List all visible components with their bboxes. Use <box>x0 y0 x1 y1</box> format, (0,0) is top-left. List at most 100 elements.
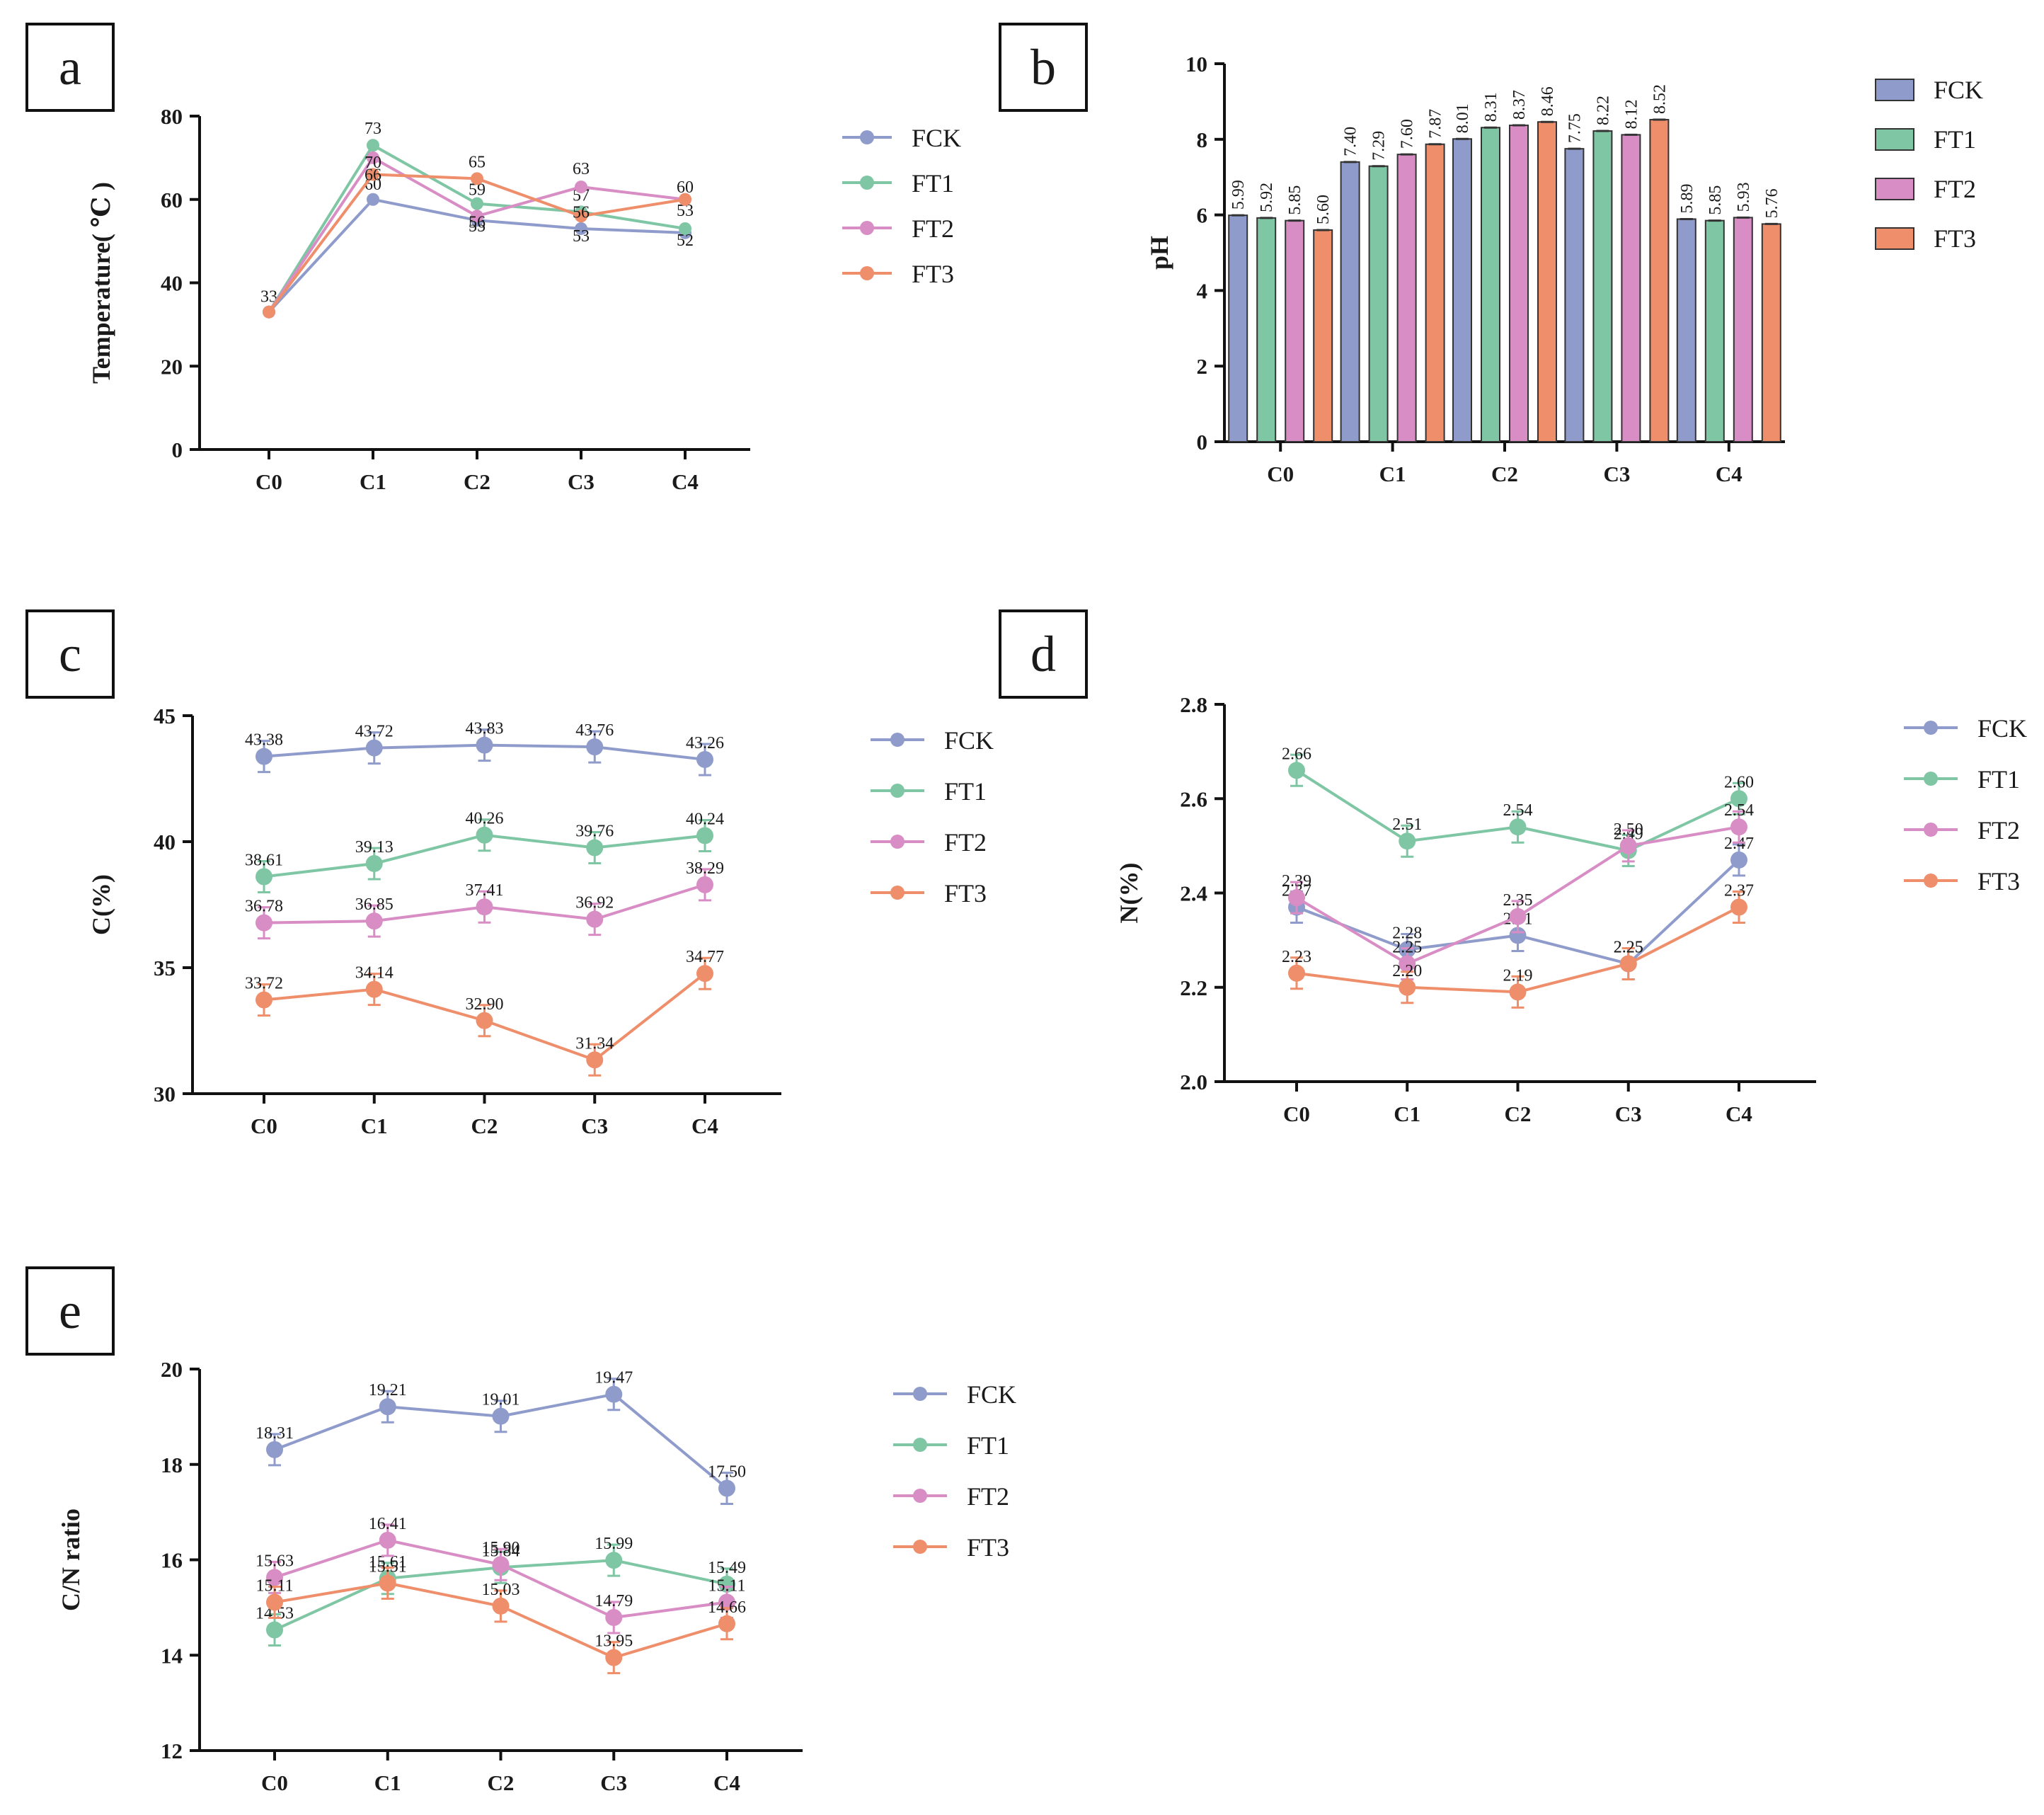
y-tick-label: 60 <box>161 188 183 212</box>
data-label: 19.47 <box>595 1369 633 1387</box>
data-point-ft1 <box>1509 818 1527 836</box>
data-label: 5.85 <box>1706 185 1725 215</box>
bar-ft1 <box>1481 127 1500 442</box>
data-point-ft1 <box>365 854 383 872</box>
x-tick-label: C4 <box>713 1770 740 1795</box>
data-label: 43.72 <box>355 723 394 741</box>
data-point-ft2 <box>605 1609 623 1627</box>
y-axis-label: C(%) <box>87 874 115 935</box>
data-label: 5.92 <box>1258 183 1276 212</box>
data-point-ft3 <box>256 991 272 1009</box>
x-tick-label: C1 <box>360 469 386 494</box>
bar-ft2 <box>1509 125 1529 443</box>
data-label: 36.78 <box>245 898 283 916</box>
y-tick-label: 20 <box>161 1357 183 1382</box>
bar-ft1 <box>1592 130 1613 442</box>
data-point-fck <box>476 736 493 754</box>
legend-label: FT2 <box>912 214 954 243</box>
data-point-ft3 <box>1730 898 1747 916</box>
data-point-ft1 <box>471 197 483 210</box>
x-tick-label: C4 <box>672 469 699 494</box>
data-label: 2.39 <box>1282 872 1311 891</box>
bar-fck <box>1452 138 1472 443</box>
x-tick-label: C0 <box>251 1113 277 1138</box>
data-label: 43.26 <box>686 734 724 752</box>
y-axis-label: pH <box>1145 236 1173 270</box>
bar-ft2 <box>1621 134 1641 442</box>
data-point-fck <box>365 739 383 757</box>
data-point-ft2 <box>1288 889 1305 907</box>
data-label: 8.31 <box>1482 92 1500 122</box>
bar-ft2 <box>1396 154 1417 442</box>
data-point-ft3 <box>379 1574 396 1592</box>
bar-ft1 <box>1368 165 1389 443</box>
data-point-ft3 <box>1509 983 1527 1001</box>
data-point-fck <box>367 193 379 206</box>
legend-marker <box>913 1438 927 1452</box>
x-tick-label: C2 <box>488 1770 515 1795</box>
data-label: 8.52 <box>1650 84 1669 114</box>
legend-label: FCK <box>912 124 961 152</box>
data-label: 36.92 <box>575 894 614 912</box>
data-label: 15.51 <box>369 1558 407 1576</box>
bar-fck <box>1676 218 1696 442</box>
data-point-ft2 <box>718 1593 735 1611</box>
data-point-ft3 <box>492 1597 510 1615</box>
data-label: 5.85 <box>1286 185 1304 215</box>
legend-label: FT3 <box>1977 867 2020 895</box>
data-label: 63 <box>573 160 590 178</box>
data-label: 5.89 <box>1678 183 1696 213</box>
data-label: 43.38 <box>245 731 283 750</box>
data-label: 15.11 <box>256 1576 293 1595</box>
legend-label: FT1 <box>1977 765 2020 794</box>
legend-marker <box>890 733 905 747</box>
data-point-ft2 <box>575 181 587 194</box>
legend-label: FT1 <box>967 1431 1009 1460</box>
panel-letter: e <box>59 1283 81 1339</box>
legend-label: FCK <box>1977 714 2027 743</box>
y-axis-label: C/N ratio <box>57 1508 85 1611</box>
y-tick-label: 2.4 <box>1180 881 1207 906</box>
data-point-ft2 <box>492 1556 510 1574</box>
y-axis-label: Temperature( ℃ ) <box>87 182 115 384</box>
panel-letter: d <box>1030 626 1056 682</box>
data-label: 56 <box>573 203 590 222</box>
data-label: 36.85 <box>355 895 394 914</box>
bar-fck <box>1564 148 1585 442</box>
data-label: 2.37 <box>1724 881 1754 900</box>
data-label: 39.76 <box>575 823 614 841</box>
bar-ft3 <box>1649 119 1670 442</box>
data-point-ft1 <box>679 222 691 235</box>
x-tick-label: C3 <box>1603 462 1630 486</box>
data-point-fck <box>696 750 713 768</box>
data-point-ft1 <box>605 1552 623 1569</box>
data-point-ft2 <box>379 1531 396 1549</box>
y-tick-label: 18 <box>161 1453 183 1477</box>
data-point-ft2 <box>266 1569 283 1586</box>
data-label: 53 <box>573 227 590 246</box>
data-label: 66 <box>364 166 381 184</box>
y-tick-label: 30 <box>154 1082 176 1106</box>
x-tick-label: C0 <box>1267 462 1294 486</box>
data-point-ft2 <box>1509 908 1527 925</box>
legend-marker <box>890 886 905 900</box>
y-tick-label: 0 <box>172 437 183 462</box>
legend-label: FT3 <box>967 1533 1009 1562</box>
y-tick-label: 80 <box>161 104 183 129</box>
data-label: 39.13 <box>355 838 394 857</box>
panel-letter: c <box>59 626 81 682</box>
legend-marker <box>1924 772 1938 786</box>
data-label: 7.75 <box>1566 113 1584 143</box>
y-axis-label: N(%) <box>1115 863 1143 924</box>
data-label: 13.95 <box>595 1632 633 1651</box>
data-label: 2.25 <box>1392 938 1422 956</box>
data-point-fck <box>266 1441 283 1458</box>
y-tick-label: 16 <box>161 1548 183 1573</box>
data-point-fck <box>718 1479 735 1497</box>
y-tick-label: 10 <box>1185 52 1207 76</box>
legend-swatch <box>1875 79 1914 101</box>
bar-ft2 <box>1733 217 1753 442</box>
data-point-ft3 <box>586 1051 604 1069</box>
data-point-ft1 <box>1399 832 1416 850</box>
data-label: 2.60 <box>1724 773 1754 791</box>
